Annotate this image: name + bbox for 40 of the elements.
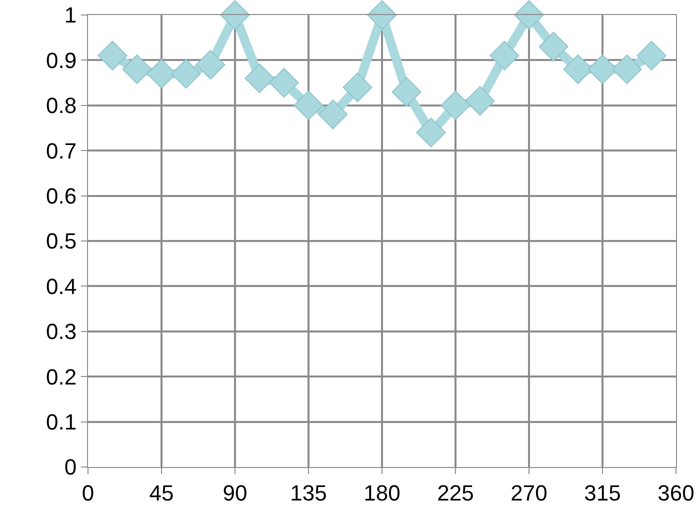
point: [636, 40, 666, 70]
y-tick-label: 0.3: [46, 319, 77, 344]
y-tick-label: 0: [64, 454, 77, 480]
x-tick-label: 270: [510, 480, 548, 506]
point: [490, 40, 520, 70]
x-tick-label: 0: [82, 480, 94, 506]
point: [392, 77, 422, 107]
point: [416, 118, 446, 148]
point: [171, 58, 201, 89]
point: [538, 32, 568, 62]
point: [440, 90, 470, 120]
y-tick-label: 0.6: [46, 184, 77, 208]
point: [318, 100, 348, 130]
x-tick-label: 225: [437, 480, 474, 506]
y-tick-label: 1: [64, 2, 77, 28]
point: [612, 54, 642, 84]
x-tick-label: 180: [364, 480, 400, 506]
point: [269, 68, 299, 98]
point: [244, 63, 274, 94]
y-tick-label: 0.2: [46, 364, 77, 390]
point: [342, 72, 372, 102]
point: [98, 40, 128, 70]
x-tick-label: 315: [584, 480, 621, 506]
point: [220, 0, 250, 30]
point: [367, 0, 397, 30]
y-tick-label: 0.8: [46, 93, 77, 118]
point: [196, 50, 226, 80]
y-tick-label: 0.1: [46, 410, 77, 434]
point: [122, 54, 152, 84]
x-tick-label: 45: [149, 480, 174, 506]
point: [514, 0, 544, 30]
y-tick-label: 0.7: [46, 138, 77, 164]
x-tick-label: 360: [658, 480, 694, 506]
x-tick-label: 90: [222, 480, 248, 506]
y-tick-label: 0.5: [46, 228, 77, 254]
point: [294, 90, 324, 120]
x-tick-label: 135: [290, 480, 327, 506]
y-tick-label: 0.9: [46, 48, 77, 73]
y-tick-label: 0.4: [46, 274, 77, 299]
point: [465, 86, 495, 116]
